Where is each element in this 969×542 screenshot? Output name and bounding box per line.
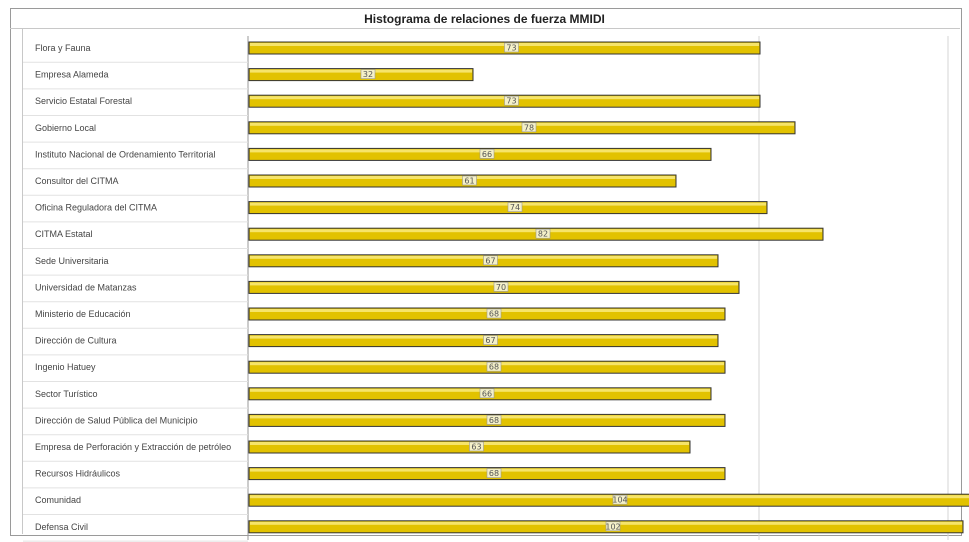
category-label: CITMA Estatal [35,229,93,239]
category-label: Oficina Reguladora del CITMA [35,203,157,213]
category-label: Sede Universitaria [35,256,109,266]
chart-title: Histograma de relaciones de fuerza MMIDI [364,12,605,26]
data-label: 78 [524,123,534,132]
bar-highlight [250,495,969,499]
data-label-box [493,282,509,292]
category-label: Universidad de Matanzas [35,282,137,292]
category-label: Sector Turístico [35,389,98,399]
data-label: 61 [464,177,474,186]
category-label: Gobierno Local [35,123,96,133]
data-label-box [479,149,495,159]
title-divider [10,28,960,29]
data-label-box [535,228,551,239]
data-label-box [486,361,502,372]
category-label: Dirección de Cultura [35,336,117,346]
data-label-box [504,42,519,53]
data-label: 68 [489,416,499,425]
category-label: Empresa de Perforación y Extracción de p… [35,442,231,452]
data-label: 67 [485,336,495,345]
frame-left-rule [22,28,23,534]
data-label-box [479,388,495,399]
data-label-box [483,335,498,345]
data-label-box [612,494,628,505]
data-label: 73 [506,97,516,106]
data-label-box [521,122,537,133]
data-label: 68 [489,469,499,478]
category-label: Comunidad [35,495,81,505]
data-label-box [605,521,621,532]
category-label: Dirección de Salud Pública del Municipio [35,415,198,425]
category-label: Ingenio Hatuey [35,362,96,372]
data-label: 102 [605,522,620,531]
data-label: 74 [510,203,520,212]
data-label-box [486,468,502,478]
data-label: 68 [489,363,499,372]
data-label-box [483,255,498,266]
data-label-box [462,175,477,186]
data-label: 73 [506,44,516,53]
data-label-box [360,69,376,79]
category-label: Consultor del CITMA [35,176,119,186]
data-label: 104 [612,496,627,505]
data-label: 70 [496,283,506,292]
data-label: 82 [538,230,548,239]
category-label: Ministerio de Educación [35,309,131,319]
category-label: Servicio Estatal Forestal [35,96,132,106]
category-label: Instituto Nacional de Ordenamiento Terri… [35,149,215,159]
data-label: 63 [471,443,481,452]
category-label: Defensa Civil [35,522,88,532]
data-label: 68 [489,310,499,319]
data-label-box [507,202,523,212]
category-label: Flora y Fauna [35,43,91,53]
category-label: Empresa Alameda [35,70,109,80]
data-label-box [486,415,502,425]
data-label: 66 [482,150,492,159]
data-label: 32 [363,70,373,79]
data-label: 67 [485,256,495,265]
data-label-box [504,95,519,106]
category-label: Recursos Hidráulicos [35,469,121,479]
data-label-box [469,441,484,452]
data-label-box [486,308,502,319]
data-label: 66 [482,389,492,398]
